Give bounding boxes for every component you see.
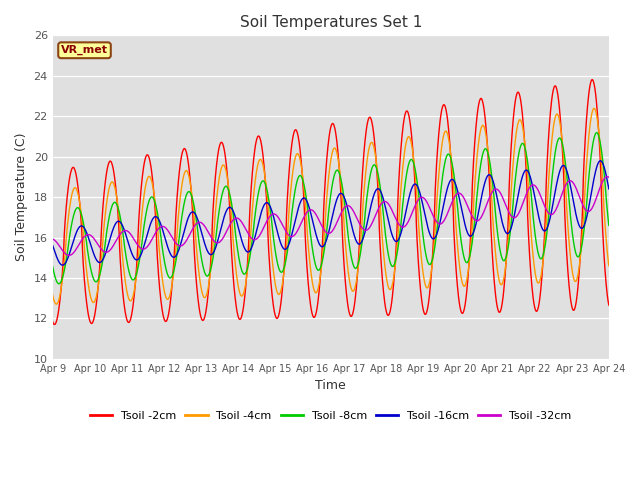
Tsoil -2cm	[417, 295, 425, 300]
Tsoil -16cm	[173, 252, 180, 258]
Tsoil -8cm	[417, 218, 425, 224]
Line: Tsoil -2cm: Tsoil -2cm	[52, 80, 609, 324]
Tsoil -2cm	[605, 302, 612, 308]
Tsoil -32cm	[604, 174, 611, 180]
Tsoil -32cm	[65, 252, 73, 258]
Tsoil -8cm	[593, 130, 601, 135]
Tsoil -4cm	[540, 258, 547, 264]
Tsoil -32cm	[159, 224, 167, 229]
Tsoil -4cm	[173, 235, 180, 241]
Tsoil -32cm	[49, 236, 56, 242]
Title: Soil Temperatures Set 1: Soil Temperatures Set 1	[239, 15, 422, 30]
Tsoil -8cm	[173, 253, 180, 259]
Line: Tsoil -8cm: Tsoil -8cm	[52, 132, 609, 284]
Tsoil -8cm	[159, 251, 167, 257]
Tsoil -2cm	[159, 313, 167, 319]
Tsoil -16cm	[490, 181, 498, 187]
Legend: Tsoil -2cm, Tsoil -4cm, Tsoil -8cm, Tsoil -16cm, Tsoil -32cm: Tsoil -2cm, Tsoil -4cm, Tsoil -8cm, Tsoi…	[86, 407, 576, 425]
Tsoil -2cm	[490, 276, 498, 282]
Tsoil -4cm	[417, 255, 425, 261]
Tsoil -4cm	[490, 233, 498, 239]
Tsoil -16cm	[417, 196, 425, 202]
Tsoil -2cm	[588, 77, 596, 83]
Tsoil -8cm	[490, 194, 498, 200]
Tsoil -4cm	[605, 263, 612, 269]
Tsoil -8cm	[605, 222, 612, 228]
Tsoil -8cm	[235, 255, 243, 261]
Tsoil -16cm	[59, 262, 67, 268]
Tsoil -32cm	[235, 216, 243, 222]
Line: Tsoil -16cm: Tsoil -16cm	[52, 161, 609, 265]
Tsoil -4cm	[49, 292, 56, 298]
Tsoil -32cm	[540, 199, 547, 205]
X-axis label: Time: Time	[316, 379, 346, 392]
Tsoil -16cm	[159, 229, 167, 235]
Tsoil -4cm	[590, 106, 598, 111]
Tsoil -32cm	[173, 241, 180, 247]
Tsoil -16cm	[605, 186, 612, 192]
Tsoil -8cm	[49, 264, 56, 269]
Tsoil -8cm	[55, 281, 63, 287]
Tsoil -2cm	[173, 199, 180, 205]
Tsoil -4cm	[52, 301, 60, 307]
Tsoil -4cm	[159, 282, 167, 288]
Tsoil -16cm	[49, 242, 56, 248]
Text: VR_met: VR_met	[61, 45, 108, 55]
Line: Tsoil -4cm: Tsoil -4cm	[52, 108, 609, 304]
Tsoil -2cm	[235, 316, 243, 322]
Tsoil -16cm	[235, 227, 243, 233]
Tsoil -32cm	[417, 194, 425, 200]
Tsoil -32cm	[605, 174, 612, 180]
Tsoil -8cm	[540, 252, 547, 258]
Tsoil -16cm	[596, 158, 604, 164]
Tsoil -2cm	[540, 257, 547, 263]
Tsoil -16cm	[540, 227, 547, 233]
Y-axis label: Soil Temperature (C): Soil Temperature (C)	[15, 133, 28, 262]
Tsoil -4cm	[235, 287, 243, 293]
Tsoil -2cm	[51, 322, 58, 327]
Line: Tsoil -32cm: Tsoil -32cm	[52, 177, 609, 255]
Tsoil -32cm	[490, 187, 498, 193]
Tsoil -2cm	[49, 319, 56, 324]
